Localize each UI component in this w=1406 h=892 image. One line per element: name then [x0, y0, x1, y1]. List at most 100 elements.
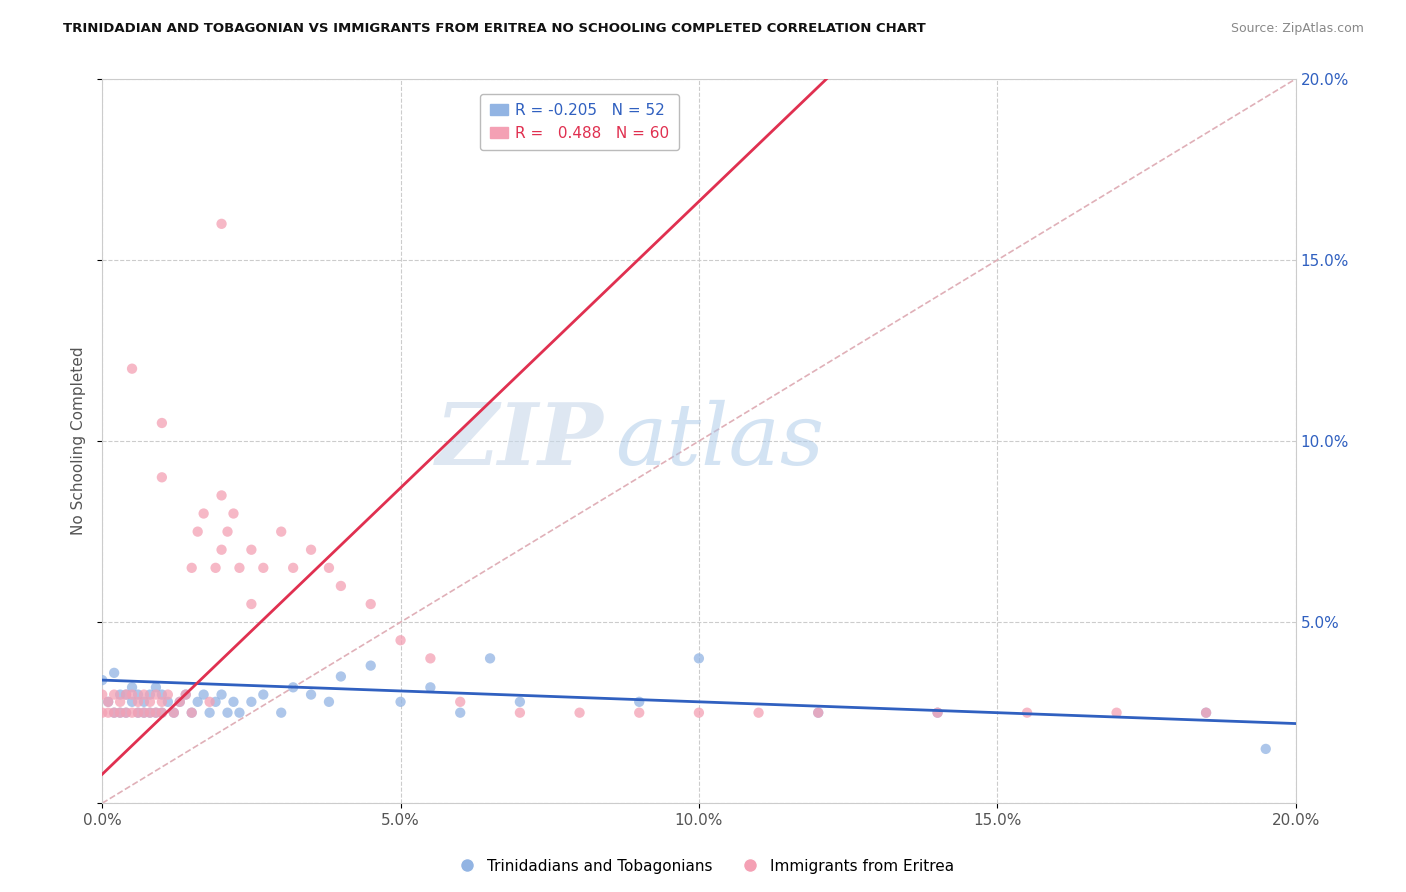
Point — [211, 688, 233, 702]
Point — [156, 695, 179, 709]
Point — [211, 488, 233, 502]
Point — [329, 669, 352, 683]
Point — [1195, 706, 1218, 720]
Point — [222, 507, 245, 521]
Point — [211, 217, 233, 231]
Point — [419, 651, 441, 665]
Point — [121, 361, 143, 376]
Point — [97, 695, 120, 709]
Point — [121, 681, 143, 695]
Point — [139, 695, 162, 709]
Point — [132, 688, 155, 702]
Point — [270, 706, 292, 720]
Point — [108, 688, 131, 702]
Point — [169, 695, 191, 709]
Point — [139, 688, 162, 702]
Point — [127, 706, 149, 720]
Point — [193, 507, 215, 521]
Point — [127, 695, 149, 709]
Point — [228, 561, 250, 575]
Point — [150, 695, 173, 709]
Point — [228, 706, 250, 720]
Point — [240, 695, 263, 709]
Point — [127, 706, 149, 720]
Point — [115, 706, 138, 720]
Point — [688, 651, 710, 665]
Point — [1015, 706, 1038, 720]
Point — [748, 706, 770, 720]
Point — [163, 706, 186, 720]
Point — [180, 706, 202, 720]
Point — [187, 695, 209, 709]
Point — [132, 706, 155, 720]
Point — [389, 633, 412, 648]
Point — [449, 695, 471, 709]
Legend: Trinidadians and Tobagonians, Immigrants from Eritrea: Trinidadians and Tobagonians, Immigrants… — [446, 853, 960, 880]
Point — [115, 706, 138, 720]
Point — [329, 579, 352, 593]
Point — [217, 524, 239, 539]
Point — [509, 695, 531, 709]
Point — [360, 597, 382, 611]
Point — [204, 695, 226, 709]
Point — [204, 561, 226, 575]
Point — [283, 681, 305, 695]
Point — [91, 688, 114, 702]
Point — [1105, 706, 1128, 720]
Point — [174, 688, 197, 702]
Y-axis label: No Schooling Completed: No Schooling Completed — [72, 347, 86, 535]
Point — [150, 416, 173, 430]
Point — [299, 688, 322, 702]
Point — [121, 688, 143, 702]
Point — [193, 688, 215, 702]
Point — [217, 706, 239, 720]
Text: TRINIDADIAN AND TOBAGONIAN VS IMMIGRANTS FROM ERITREA NO SCHOOLING COMPLETED COR: TRINIDADIAN AND TOBAGONIAN VS IMMIGRANTS… — [63, 22, 927, 36]
Point — [318, 695, 340, 709]
Point — [97, 695, 120, 709]
Point — [187, 524, 209, 539]
Point — [139, 706, 162, 720]
Point — [121, 706, 143, 720]
Point — [299, 542, 322, 557]
Point — [240, 597, 263, 611]
Point — [132, 695, 155, 709]
Point — [108, 695, 131, 709]
Point — [1195, 706, 1218, 720]
Point — [807, 706, 830, 720]
Point — [103, 706, 125, 720]
Point — [145, 706, 167, 720]
Point — [180, 561, 202, 575]
Point — [115, 688, 138, 702]
Point — [150, 706, 173, 720]
Point — [211, 542, 233, 557]
Legend: R = -0.205   N = 52, R =   0.488   N = 60: R = -0.205 N = 52, R = 0.488 N = 60 — [481, 94, 679, 150]
Point — [115, 688, 138, 702]
Point — [1254, 742, 1277, 756]
Point — [145, 706, 167, 720]
Point — [927, 706, 949, 720]
Point — [198, 695, 221, 709]
Point — [150, 688, 173, 702]
Point — [252, 688, 274, 702]
Point — [103, 706, 125, 720]
Point — [103, 665, 125, 680]
Point — [127, 688, 149, 702]
Point — [628, 695, 651, 709]
Point — [222, 695, 245, 709]
Point — [252, 561, 274, 575]
Point — [150, 706, 173, 720]
Point — [103, 688, 125, 702]
Point — [108, 706, 131, 720]
Point — [180, 706, 202, 720]
Point — [283, 561, 305, 575]
Point — [145, 688, 167, 702]
Point — [688, 706, 710, 720]
Point — [318, 561, 340, 575]
Point — [270, 524, 292, 539]
Point — [163, 706, 186, 720]
Point — [449, 706, 471, 720]
Point — [568, 706, 591, 720]
Point — [139, 706, 162, 720]
Point — [628, 706, 651, 720]
Point — [91, 673, 114, 687]
